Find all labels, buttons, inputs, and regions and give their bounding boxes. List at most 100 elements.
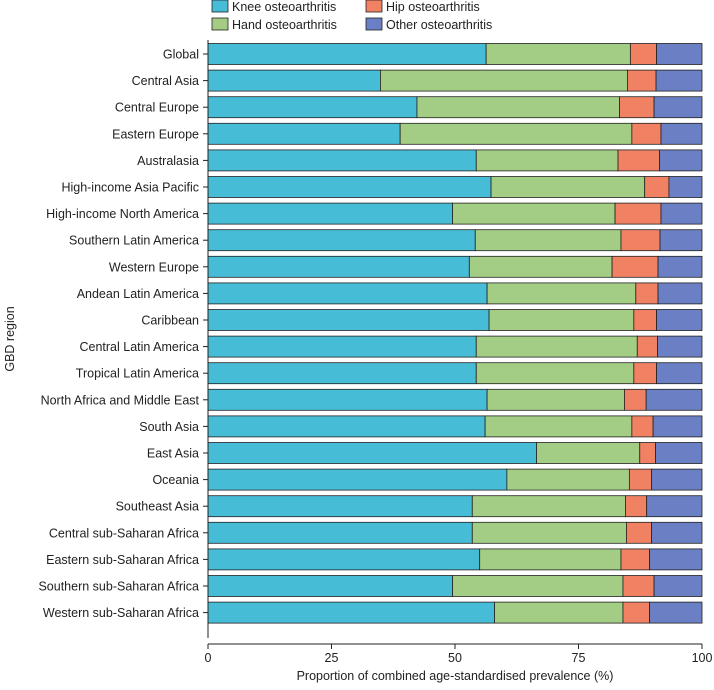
bar-central-sub-saharan-africa-hand-osteoarthritis xyxy=(471,521,627,544)
category-label-central-europe: Central Europe xyxy=(115,101,199,115)
category-label-eastern-europe: Eastern Europe xyxy=(112,127,199,141)
bar-oceania-hand-osteoarthritis xyxy=(506,468,630,491)
category-label-high-income-north-america: High-income North America xyxy=(46,207,199,221)
category-label-southern-sub-saharan-africa: Southern sub-Saharan Africa xyxy=(38,580,199,594)
category-label-western-europe: Western Europe xyxy=(109,260,199,274)
bar-high-income-asia-pacific-other-osteoarthritis xyxy=(668,176,703,198)
bar-southern-latin-america-hand-osteoarthritis xyxy=(474,229,622,252)
bar-south-asia-knee-osteoarthritis xyxy=(207,415,486,438)
category-labels: Global Central Asia Central Europe Eastern … xyxy=(38,48,208,620)
bar-high-income-north-america-knee-osteoarthritis xyxy=(207,202,453,225)
legend-swatch-knee xyxy=(211,0,229,13)
bar-southeast-asia-other-osteoarthritis xyxy=(646,495,703,518)
category-label-southeast-asia: Southeast Asia xyxy=(116,500,199,514)
bar-tropical-latin-america-other-osteoarthritis xyxy=(656,362,703,385)
bar-eastern-sub-saharan-africa-other-osteoarthritis xyxy=(649,548,703,571)
bar-caribbean-other-osteoarthritis xyxy=(656,309,703,331)
bar-central-asia-hip-osteoarthritis xyxy=(627,69,657,92)
x-tick-label-50: 50 xyxy=(448,651,462,665)
bar-western-europe-hip-osteoarthritis xyxy=(611,255,659,278)
legend-swatch-other xyxy=(365,17,383,31)
bar-high-income-north-america-other-osteoarthritis xyxy=(660,202,703,225)
bar-global-other-osteoarthritis xyxy=(656,43,703,65)
x-axis: 0 25 50 75 100 xyxy=(205,643,713,665)
y-axis-title: GBD region xyxy=(3,306,17,371)
bar-oceania-knee-osteoarthritis xyxy=(207,468,508,491)
x-tick-label-75: 75 xyxy=(572,651,586,665)
legend-label-other: Other osteoarthritis xyxy=(386,18,492,32)
bar-central-asia-knee-osteoarthritis xyxy=(207,69,381,92)
bar-australasia-hand-osteoarthritis xyxy=(475,149,619,172)
bar-high-income-north-america-hip-osteoarthritis xyxy=(614,202,662,225)
bar-south-asia-hand-osteoarthritis xyxy=(484,415,633,438)
bar-southeast-asia-hip-osteoarthritis xyxy=(625,495,648,518)
category-label-central-latin-america: Central Latin America xyxy=(79,340,199,354)
legend-label-hip: Hip osteoarthritis xyxy=(386,0,480,14)
bar-eastern-sub-saharan-africa-knee-osteoarthritis xyxy=(207,548,481,571)
bar-western-sub-saharan-africa-knee-osteoarthritis xyxy=(207,601,495,624)
bar-north-africa-and-middle-east-knee-osteoarthritis xyxy=(207,388,488,411)
x-tick-label-100: 100 xyxy=(692,651,713,665)
bar-central-europe-hand-osteoarthritis xyxy=(416,96,620,119)
bar-southern-sub-saharan-africa-hand-osteoarthritis xyxy=(452,575,624,597)
bar-high-income-asia-pacific-knee-osteoarthritis xyxy=(207,176,492,198)
bar-eastern-europe-hand-osteoarthritis xyxy=(399,122,633,145)
bar-southeast-asia-knee-osteoarthritis xyxy=(207,495,473,518)
bar-central-asia-other-osteoarthritis xyxy=(655,69,703,92)
bar-andean-latin-america-other-osteoarthritis xyxy=(657,282,703,305)
category-label-south-asia: South Asia xyxy=(139,420,199,434)
category-label-central-sub-saharan-africa: Central sub-Saharan Africa xyxy=(49,526,199,540)
bar-south-asia-other-osteoarthritis xyxy=(652,415,703,438)
bar-central-europe-other-osteoarthritis xyxy=(653,96,703,119)
category-label-tropical-latin-america: Tropical Latin America xyxy=(76,367,199,381)
bars xyxy=(207,43,703,624)
bar-global-knee-osteoarthritis xyxy=(207,43,487,65)
bar-southern-sub-saharan-africa-other-osteoarthritis xyxy=(653,575,703,597)
legend-label-hand: Hand osteoarthritis xyxy=(232,18,337,32)
bar-tropical-latin-america-knee-osteoarthritis xyxy=(207,362,477,385)
bar-australasia-other-osteoarthritis xyxy=(659,149,703,172)
bar-caribbean-knee-osteoarthritis xyxy=(207,309,490,331)
bar-central-latin-america-hand-osteoarthritis xyxy=(475,335,638,358)
category-label-north-africa-and-middle-east: North Africa and Middle East xyxy=(41,393,200,407)
legend: Knee osteoarthritis Hip osteoarthritis H… xyxy=(211,0,492,32)
bar-central-europe-hip-osteoarthritis xyxy=(619,96,655,119)
bar-north-africa-and-middle-east-other-osteoarthritis xyxy=(645,388,703,411)
category-label-oceania: Oceania xyxy=(152,473,199,487)
bar-high-income-asia-pacific-hand-osteoarthritis xyxy=(490,176,646,198)
category-label-eastern-sub-saharan-africa: Eastern sub-Saharan Africa xyxy=(46,553,199,567)
bar-east-asia-hip-osteoarthritis xyxy=(639,442,656,464)
bar-high-income-asia-pacific-hip-osteoarthritis xyxy=(644,176,670,198)
category-label-western-sub-saharan-africa: Western sub-Saharan Africa xyxy=(43,606,199,620)
bar-caribbean-hip-osteoarthritis xyxy=(633,309,657,331)
bar-eastern-europe-hip-osteoarthritis xyxy=(631,122,662,145)
category-label-andean-latin-america: Andean Latin America xyxy=(77,287,199,301)
bar-eastern-sub-saharan-africa-hip-osteoarthritis xyxy=(620,548,651,571)
bar-east-asia-knee-osteoarthritis xyxy=(207,442,537,464)
legend-swatch-hip xyxy=(365,0,383,13)
legend-label-knee: Knee osteoarthritis xyxy=(232,0,336,14)
legend-swatch-hand xyxy=(211,17,229,31)
bar-east-asia-hand-osteoarthritis xyxy=(536,442,641,464)
bar-western-europe-hand-osteoarthritis xyxy=(468,255,613,278)
bar-north-africa-and-middle-east-hand-osteoarthritis xyxy=(486,388,625,411)
bar-eastern-sub-saharan-africa-hand-osteoarthritis xyxy=(479,548,622,571)
bar-central-europe-knee-osteoarthritis xyxy=(207,96,418,119)
bar-southern-sub-saharan-africa-hip-osteoarthritis xyxy=(622,575,655,597)
x-tick-label-25: 25 xyxy=(325,651,339,665)
category-label-australasia: Australasia xyxy=(137,154,199,168)
bar-eastern-europe-other-osteoarthritis xyxy=(660,122,703,145)
bar-western-sub-saharan-africa-hand-osteoarthritis xyxy=(494,601,624,624)
bar-western-europe-other-osteoarthritis xyxy=(657,255,703,278)
bar-southeast-asia-hand-osteoarthritis xyxy=(471,495,626,518)
bar-central-latin-america-other-osteoarthritis xyxy=(657,335,703,358)
bar-caribbean-hand-osteoarthritis xyxy=(488,309,635,331)
bar-south-asia-hip-osteoarthritis xyxy=(631,415,654,438)
bar-australasia-knee-osteoarthritis xyxy=(207,149,477,172)
bar-australasia-hip-osteoarthritis xyxy=(617,149,660,172)
bar-southern-latin-america-other-osteoarthritis xyxy=(659,229,703,252)
bar-western-sub-saharan-africa-other-osteoarthritis xyxy=(649,601,703,624)
bar-central-sub-saharan-africa-knee-osteoarthritis xyxy=(207,521,473,544)
bar-north-africa-and-middle-east-hip-osteoarthritis xyxy=(624,388,647,411)
bar-high-income-north-america-hand-osteoarthritis xyxy=(452,202,616,225)
